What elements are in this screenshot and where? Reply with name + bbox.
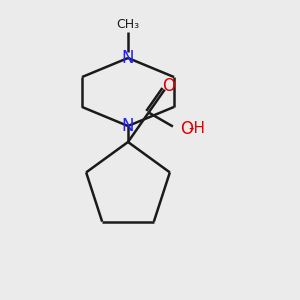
Text: O: O [180,119,194,137]
Text: CH₃: CH₃ [116,17,140,31]
Text: -H: -H [188,121,206,136]
Text: O: O [162,76,175,94]
Text: N: N [122,117,134,135]
Text: N: N [122,49,134,67]
